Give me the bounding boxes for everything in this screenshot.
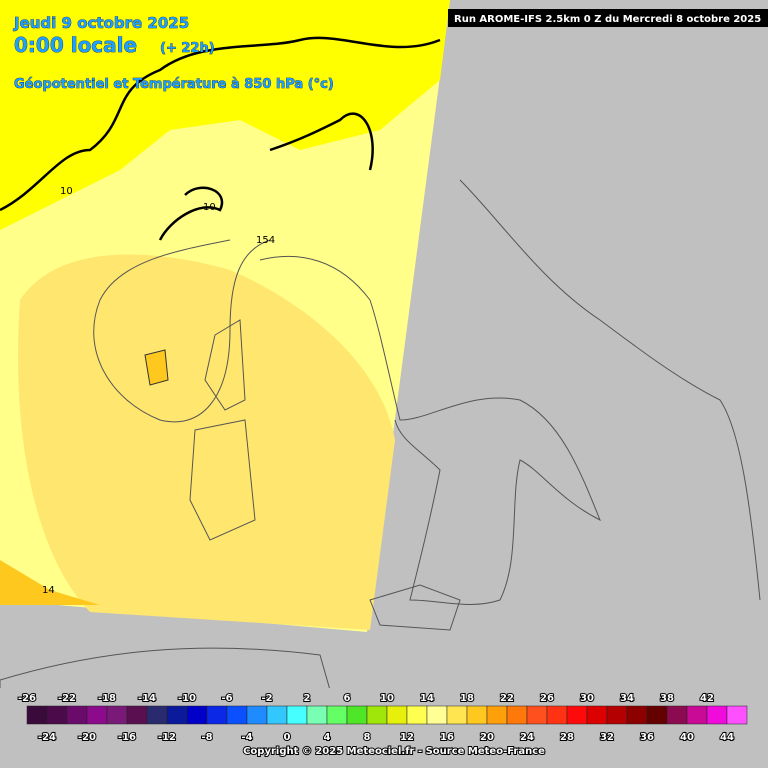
legend-label: -26	[18, 693, 36, 704]
cold-area	[0, 0, 450, 230]
legend-swatch	[486, 705, 508, 725]
legend-label: 2	[304, 693, 311, 704]
legend-swatch	[386, 705, 408, 725]
legend-label: 28	[560, 732, 574, 743]
legend-label: 12	[400, 732, 414, 743]
coastline	[189, 319, 256, 541]
warm-area	[18, 254, 395, 630]
legend-label: 14	[420, 693, 434, 704]
legend-swatch	[26, 705, 48, 725]
coastline	[459, 179, 761, 601]
contour-label: 10	[60, 186, 73, 197]
legend-swatch	[606, 705, 628, 725]
run-info: Run AROME-IFS 2.5km 0 Z du Mercredi 8 oc…	[454, 14, 761, 25]
legend-label: 4	[324, 732, 331, 743]
legend-swatch	[346, 705, 368, 725]
field: Géopotentiel et Température à 850 hPa (°…	[14, 77, 334, 92]
run-banner	[448, 9, 768, 27]
legend-label: -18	[98, 693, 116, 704]
legend-swatch	[326, 705, 348, 725]
legend-swatch	[246, 705, 268, 725]
legend-swatch	[526, 705, 548, 725]
legend-swatch	[226, 705, 248, 725]
legend-swatch	[306, 705, 328, 725]
legend-swatch	[666, 705, 688, 725]
legend-label: 30	[580, 693, 594, 704]
contour-label: 154	[256, 235, 275, 246]
legend-swatch	[646, 705, 668, 725]
legend-swatch	[206, 705, 228, 725]
offset: (+ 22h)	[160, 41, 215, 56]
legend-label: 38	[660, 693, 674, 704]
legend-swatch	[366, 705, 388, 725]
contour-line	[93, 239, 271, 423]
legend-label: 18	[460, 693, 474, 704]
legend-swatch	[446, 705, 468, 725]
legend-label: 36	[640, 732, 654, 743]
legend-swatch	[126, 705, 148, 725]
legend-swatch	[266, 705, 288, 725]
legend-label: -16	[118, 732, 136, 743]
contour-label: 10	[203, 202, 216, 213]
legend-panel	[0, 688, 768, 768]
copyright: Copyright © 2025 Meteociel.fr - Source M…	[243, 746, 545, 757]
legend-swatch	[706, 705, 728, 725]
legend-label: 32	[600, 732, 614, 743]
legend: -26-24-22-20-18-16-14-12-10-8-6-4-202468…	[17, 692, 748, 744]
legend-label: -8	[201, 732, 212, 743]
legend-swatch	[406, 705, 428, 725]
legend-label: -6	[221, 693, 232, 704]
legend-swatch	[286, 705, 308, 725]
legend-swatch	[166, 705, 188, 725]
warm-area	[0, 560, 100, 605]
legend-swatch	[146, 705, 168, 725]
legend-swatch	[426, 705, 448, 725]
legend-label: -24	[38, 732, 56, 743]
legend-swatch	[46, 705, 68, 725]
legend-swatch	[86, 705, 108, 725]
legend-label: 10	[380, 693, 394, 704]
legend-label: 26	[540, 693, 554, 704]
legend-label: 0	[284, 732, 291, 743]
legend-label: -22	[58, 693, 76, 704]
legend-label: -2	[261, 693, 272, 704]
legend-label: -10	[178, 693, 196, 704]
legend-swatch	[586, 705, 608, 725]
legend-label: 8	[364, 732, 371, 743]
legend-label: -12	[158, 732, 176, 743]
legend-label: -20	[78, 732, 96, 743]
coastline	[0, 647, 331, 691]
legend-label: 42	[700, 693, 714, 704]
contour-label: 14	[42, 585, 55, 596]
legend-swatch	[186, 705, 208, 725]
legend-swatch	[546, 705, 568, 725]
coastline	[369, 584, 461, 631]
legend-swatch	[566, 705, 588, 725]
warm-spot	[144, 349, 169, 386]
legend-label: -4	[241, 732, 252, 743]
legend-swatch	[106, 705, 128, 725]
coastline	[259, 255, 601, 605]
legend-swatch	[626, 705, 648, 725]
date: Jeudi 9 octobre 2025	[13, 14, 189, 32]
legend-swatch	[506, 705, 528, 725]
time: 0:00 locale	[14, 33, 137, 57]
legend-swatch	[686, 705, 708, 725]
contour-line	[0, 36, 441, 241]
legend-label: -14	[138, 693, 156, 704]
legend-label: 34	[620, 693, 634, 704]
legend-label: 6	[344, 693, 351, 704]
legend-label: 20	[480, 732, 494, 743]
legend-label: 22	[500, 693, 514, 704]
legend-swatch	[466, 705, 488, 725]
legend-label: 24	[520, 732, 534, 743]
legend-label: 40	[680, 732, 694, 743]
legend-swatch	[66, 705, 88, 725]
legend-label: 44	[720, 732, 734, 743]
legend-swatch	[726, 705, 748, 725]
legend-label: 16	[440, 732, 454, 743]
